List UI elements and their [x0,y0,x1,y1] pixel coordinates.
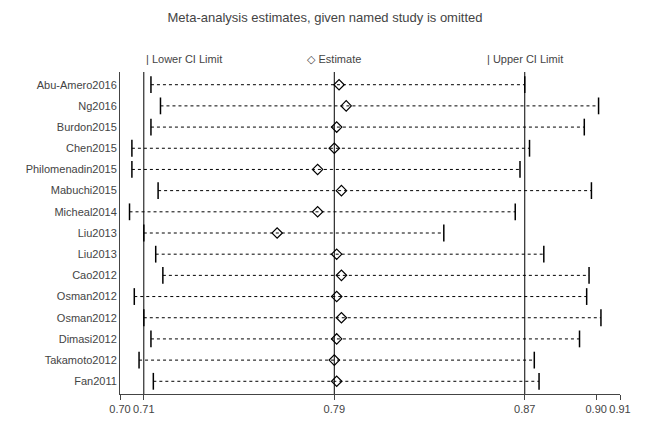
svg-text:Liu2013: Liu2013 [78,248,117,260]
svg-text:Takamoto2012: Takamoto2012 [45,354,117,366]
svg-text:Philomenadin2015: Philomenadin2015 [26,163,117,175]
svg-text:Osman2012: Osman2012 [57,290,117,302]
svg-text:0.70: 0.70 [109,403,130,415]
svg-text:Abu-Amero2016: Abu-Amero2016 [37,79,117,91]
svg-text:Meta-analysis estimates, given: Meta-analysis estimates, given named stu… [167,10,482,25]
svg-text:| Lower CI Limit: | Lower CI Limit [146,53,222,65]
svg-text:Micheal2014: Micheal2014 [54,206,116,218]
svg-text:Liu2013: Liu2013 [78,227,117,239]
svg-text:Mabuchi2015: Mabuchi2015 [51,184,117,196]
svg-text:Chen2015: Chen2015 [66,142,117,154]
svg-text:0.71: 0.71 [133,403,154,415]
svg-text:0.79: 0.79 [324,403,345,415]
svg-text:0.87: 0.87 [514,403,535,415]
svg-text:◇ Estimate: ◇ Estimate [307,53,361,65]
svg-text:Burdon2015: Burdon2015 [57,121,117,133]
svg-text:0.91: 0.91 [609,403,630,415]
svg-text:| Upper CI Limit: | Upper CI Limit [487,53,563,65]
svg-text:Osman2012: Osman2012 [57,312,117,324]
svg-text:Ng2016: Ng2016 [78,100,117,112]
svg-text:Fan2011: Fan2011 [74,375,117,387]
svg-text:0.90: 0.90 [585,403,606,415]
svg-text:Cao2012: Cao2012 [72,269,117,281]
svg-text:Dimasi2012: Dimasi2012 [59,333,117,345]
